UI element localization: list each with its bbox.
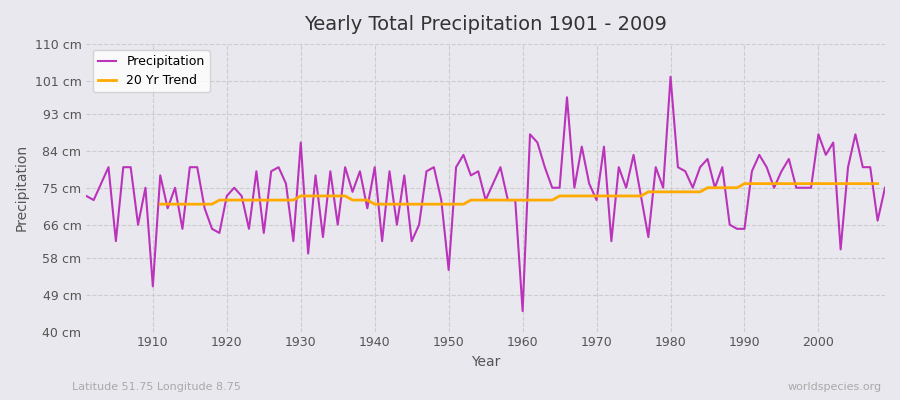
20 Yr Trend [554, 194, 565, 198]
Line: Precipitation: Precipitation [86, 77, 885, 311]
Y-axis label: Precipitation: Precipitation [15, 144, 29, 231]
Precipitation [81, 194, 92, 198]
20 Yr Trend [872, 181, 883, 186]
20 Yr Trend [702, 185, 713, 190]
Precipitation [518, 309, 528, 314]
Precipitation [525, 132, 535, 137]
Text: Latitude 51.75 Longitude 8.75: Latitude 51.75 Longitude 8.75 [72, 382, 241, 392]
Precipitation [614, 165, 625, 170]
Title: Yearly Total Precipitation 1901 - 2009: Yearly Total Precipitation 1901 - 2009 [304, 15, 667, 34]
Legend: Precipitation, 20 Yr Trend: Precipitation, 20 Yr Trend [93, 50, 210, 92]
20 Yr Trend [739, 181, 750, 186]
Precipitation [302, 251, 313, 256]
X-axis label: Year: Year [471, 355, 500, 369]
Precipitation [879, 185, 890, 190]
20 Yr Trend [199, 202, 210, 206]
20 Yr Trend [495, 198, 506, 202]
Line: 20 Yr Trend: 20 Yr Trend [160, 184, 878, 204]
20 Yr Trend [155, 202, 166, 206]
Precipitation [509, 198, 520, 202]
20 Yr Trend [606, 194, 616, 198]
Precipitation [347, 190, 358, 194]
Text: worldspecies.org: worldspecies.org [788, 382, 882, 392]
20 Yr Trend [214, 198, 225, 202]
Precipitation [665, 74, 676, 79]
Precipitation [140, 185, 151, 190]
